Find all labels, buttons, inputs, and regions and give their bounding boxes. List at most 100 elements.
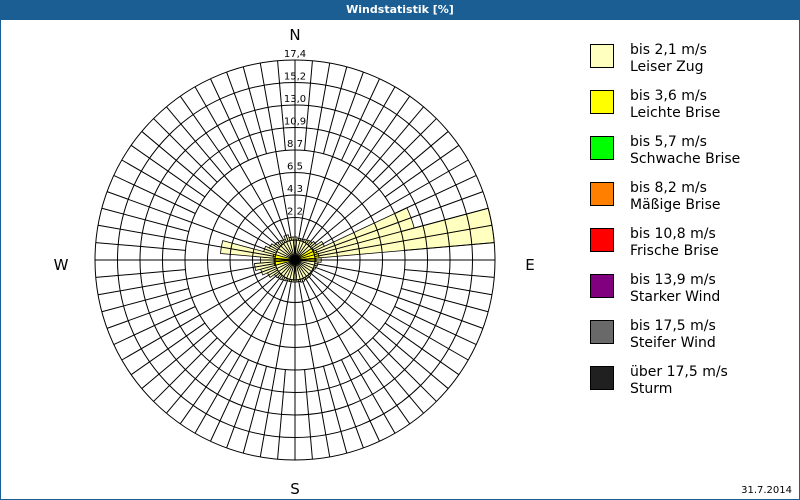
legend-text: über 17,5 m/s Sturm (630, 364, 728, 398)
legend-swatch (590, 136, 614, 160)
grid-spoke-outer (101, 207, 189, 233)
label-south: S (290, 480, 300, 498)
grid-spoke (106, 266, 277, 329)
grid-spoke-outer (357, 95, 411, 171)
legend-range: bis 5,7 m/s (630, 134, 707, 150)
grid-spoke (304, 277, 396, 434)
grid-spoke (166, 106, 283, 246)
legend-range: über 17,5 m/s (630, 364, 728, 380)
grid-spoke (141, 131, 281, 248)
grid-spoke-outer (277, 369, 286, 460)
grid-spoke-outer (95, 269, 186, 278)
ring-label: 6,5 (287, 162, 303, 173)
grid-spoke (314, 262, 493, 296)
label-north: N (289, 26, 300, 44)
grid-spoke (97, 224, 276, 258)
grid-spoke-outer (242, 66, 268, 154)
grid-spoke-outer (341, 78, 380, 161)
ring-label: 10,9 (284, 117, 306, 128)
legend-text: bis 5,7 m/s Schwache Brise (630, 134, 740, 168)
legend-description: Leiser Zug (630, 59, 704, 75)
grid-spoke (312, 269, 469, 361)
grid-spoke-outer (372, 337, 437, 402)
grid-spoke (313, 191, 484, 254)
grid-spoke (312, 159, 469, 251)
grid-spoke-outer (153, 118, 218, 183)
legend-text: bis 3,6 m/s Leichte Brise (630, 88, 720, 122)
grid-spoke-outer (341, 359, 380, 442)
grid-spoke-outer (179, 95, 233, 171)
grid-spoke-outer (277, 60, 286, 151)
legend-swatch (590, 274, 614, 298)
grid-spoke-outer (210, 359, 249, 442)
ring-label: 13,0 (284, 94, 306, 105)
grid-spoke-outer (130, 322, 206, 376)
grid-spoke (297, 279, 331, 458)
grid-spoke-outer (394, 175, 477, 214)
legend-swatch (590, 90, 614, 114)
grid-spoke (297, 62, 331, 241)
title-bar: Windstatistik [%] (0, 0, 800, 20)
legend-swatch (590, 366, 614, 390)
legend-range: bis 17,5 m/s (630, 318, 716, 334)
grid-spoke-outer (101, 287, 189, 313)
grid-spoke-outer (130, 144, 206, 198)
grid-spoke (301, 71, 364, 242)
legend-swatch (590, 228, 614, 252)
grid-spoke-outer (179, 349, 233, 425)
grid-spoke-outer (153, 337, 218, 402)
grid-spoke (194, 277, 286, 434)
legend-swatch (590, 182, 614, 206)
label-east: E (525, 256, 534, 274)
grid-spoke (141, 272, 281, 389)
grid-spoke (307, 274, 424, 414)
label-west: W (54, 256, 69, 274)
grid-spoke-outer (404, 269, 495, 278)
grid-spoke (194, 86, 286, 243)
legend-range: bis 8,2 m/s (630, 180, 707, 196)
grid-spoke-outer (384, 322, 460, 376)
ring-label: 8,7 (287, 139, 303, 150)
grid-spoke (301, 278, 364, 449)
grid-spoke-outer (304, 60, 313, 151)
grid-spoke-outer (394, 306, 477, 345)
grid-spoke-outer (357, 349, 411, 425)
legend-description: Schwache Brise (630, 151, 741, 167)
grid-spoke (226, 278, 289, 449)
grid-spoke-outer (401, 207, 489, 233)
grid-spoke-outer (113, 175, 196, 214)
legend-text: bis 10,8 m/s Frische Brise (630, 226, 719, 260)
grid-spoke (314, 224, 493, 258)
grid-spoke (121, 159, 278, 251)
ring-label: 17,4 (284, 49, 306, 60)
legend-swatch (590, 44, 614, 68)
grid-spoke (259, 62, 293, 241)
grid-spoke-outer (210, 78, 249, 161)
grid-spoke-outer (242, 366, 268, 454)
legend-description: Starker Wind (630, 289, 721, 305)
date-label: 31.7.2014 (741, 485, 792, 496)
grid-spoke-outer (113, 306, 196, 345)
grid-spoke (259, 279, 293, 458)
grid-spoke-outer (372, 118, 437, 183)
legend-range: bis 10,8 m/s (630, 226, 716, 242)
legend-range: bis 13,9 m/s (630, 272, 716, 288)
grid-spoke-outer (95, 242, 186, 251)
legend-text: bis 8,2 m/s Mäßige Brise (630, 180, 720, 214)
legend-text: bis 2,1 m/s Leiser Zug (630, 42, 707, 76)
grid-spoke (307, 106, 424, 246)
grid-spoke (309, 272, 449, 389)
legend-text: bis 13,9 m/s Starker Wind (630, 272, 720, 306)
ring-label: 2,2 (287, 207, 303, 218)
grid-spoke (166, 274, 283, 414)
grid-spoke (106, 191, 277, 254)
ring-label: 15,2 (284, 72, 306, 83)
grid-spoke (304, 86, 396, 243)
legend-swatch (590, 320, 614, 344)
legend-description: Mäßige Brise (630, 197, 721, 213)
grid-spoke (97, 262, 276, 296)
grid-spoke-outer (404, 242, 495, 251)
grid-spoke (121, 269, 278, 361)
legend-description: Frische Brise (630, 243, 719, 259)
